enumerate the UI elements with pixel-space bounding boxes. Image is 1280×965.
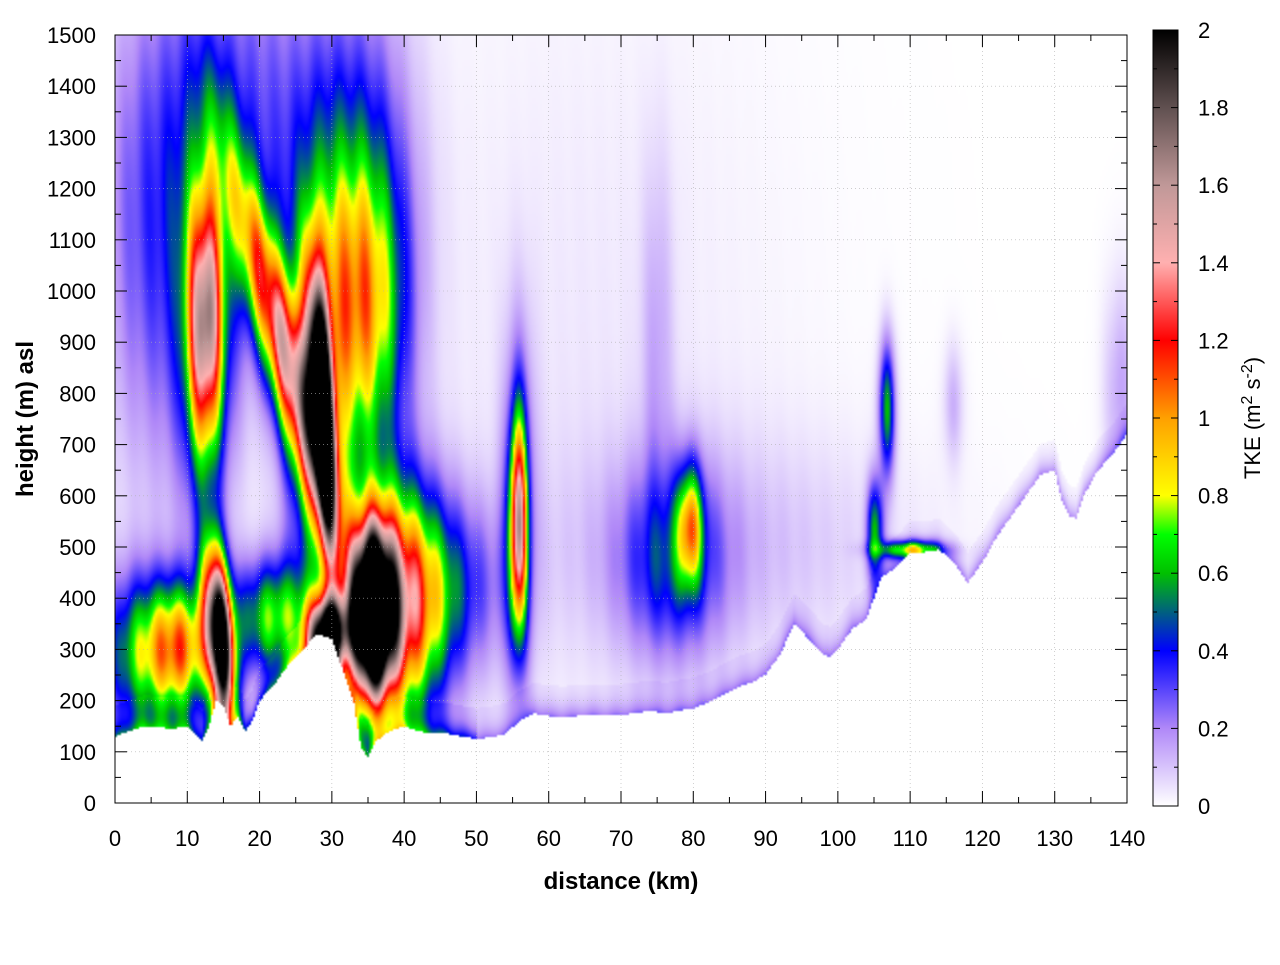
colorbar-tick-label: 0 [1198,794,1210,819]
y-tick-label: 600 [59,484,96,509]
x-tick-label: 40 [392,826,416,851]
colorbar-tick-label: 1.4 [1198,251,1229,276]
x-tick-labels: 0 10 20 30 40 50 60 70 80 90 100 110 120 130 140 [109,826,1145,851]
x-tick-label: 130 [1036,826,1073,851]
x-axis-title: distance (km) [544,868,699,895]
colorbar-tick-label: 0.4 [1198,639,1229,664]
y-tick-label: 200 [59,689,96,714]
x-tick-label: 20 [247,826,271,851]
colorbar-tick-label: 1.6 [1198,173,1229,198]
x-tick-label: 100 [819,826,856,851]
y-tick-label: 500 [59,535,96,560]
x-tick-label: 60 [536,826,560,851]
colorbar-title-main: TKE (m [1240,405,1265,480]
axis-ticks [114,34,1128,804]
y-tick-label: 1300 [47,125,96,150]
colorbar-tick-label: 1.8 [1198,96,1229,121]
colorbar-tick-labels: 0 0.2 0.4 0.6 0.8 1 1.2 1.4 1.6 1.8 2 [1198,18,1229,819]
y-tick-label: 1500 [47,23,96,48]
x-tick-label: 80 [681,826,705,851]
y-tick-label: 700 [59,433,96,458]
colorbar-title-sup1: 2 [1239,396,1256,405]
y-tick-label: 0 [84,791,96,816]
y-tick-label: 1000 [47,279,96,304]
y-tick-labels: 0 100 200 300 400 500 600 700 800 900 1000 1100 1200… [47,23,96,816]
x-tick-label: 140 [1109,826,1146,851]
x-tick-label: 30 [320,826,344,851]
grid-lines [115,35,1127,803]
colorbar-tick-label: 0.6 [1198,561,1229,586]
y-tick-label: 900 [59,330,96,355]
x-tick-label: 110 [893,826,928,851]
y-tick-label: 400 [59,586,96,611]
x-tick-label: 70 [609,826,633,851]
x-tick-label: 0 [109,826,121,851]
colorbar-title: TKE (m2 s-2) [1239,357,1266,479]
x-tick-label: 120 [964,826,1001,851]
y-tick-label: 1400 [47,74,96,99]
y-tick-label: 1200 [47,177,96,202]
y-tick-label: 1100 [49,228,96,253]
y-tick-label: 800 [59,381,96,406]
colorbar-title-mid: s [1240,378,1265,395]
y-tick-label: 300 [59,637,96,662]
x-tick-label: 50 [464,826,488,851]
colorbar-tick-label: 0.2 [1198,716,1229,741]
x-tick-label: 10 [175,826,199,851]
colorbar-tick-label: 1 [1198,406,1210,431]
colorbar-tick-label: 1.2 [1198,328,1229,353]
colorbar-title-sup2: -2 [1239,364,1256,378]
colorbar-tick-label: 0.8 [1198,484,1229,509]
y-axis-title: height (m) asl [12,341,39,497]
colorbar-tick-label: 2 [1198,18,1210,43]
y-tick-label: 100 [59,740,96,765]
colorbar-title-end: ) [1240,357,1265,364]
colorbar-ticks [1153,29,1178,807]
x-tick-label: 90 [753,826,777,851]
